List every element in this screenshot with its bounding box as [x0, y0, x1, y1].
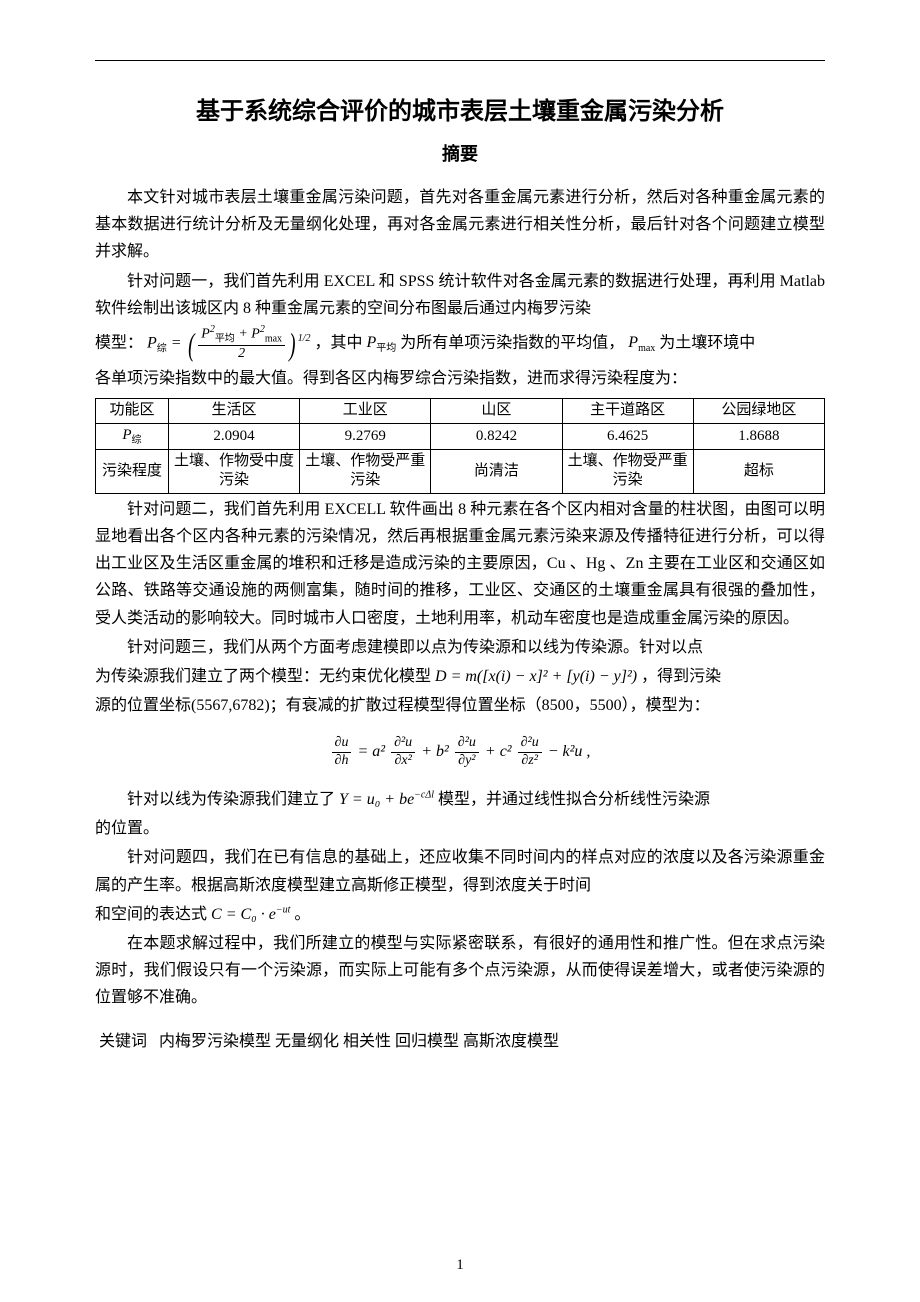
table-row: 污染程度 土壤、作物受中度污染 土壤、作物受严重污染 尚清洁 土壤、作物受严重污…: [96, 449, 825, 493]
table-header-cell: 公园绿地区: [693, 399, 824, 424]
table-cell: 2.0904: [168, 423, 299, 449]
p6b-post: 。: [294, 906, 310, 923]
abstract-p6-line1: 针对问题四，我们在已有信息的基础上，还应收集不同时间内的样点对应的浓度以及各污染…: [95, 844, 825, 898]
p2-mid: ，其中: [314, 334, 362, 351]
abstract-p7: 在本题求解过程中，我们所建立的模型与实际紧密联系，有很好的通用性和推广性。但在求…: [95, 930, 825, 1012]
abstract-p3: 针对问题二，我们首先利用 EXCELL 软件画出 8 种元素在各个区内相对含量的…: [95, 496, 825, 632]
table-cell: 1.8688: [693, 423, 824, 449]
table-cell: 污染程度: [96, 449, 169, 493]
table-cell: P综: [96, 423, 169, 449]
p5a-pre: 针对以线为传染源我们建立了: [127, 791, 335, 808]
abstract-p5-line1: 针对以线为传染源我们建立了 Y = u₀ + be−cΔl 模型，并通过线性拟合…: [95, 786, 825, 813]
y-model-formula: Y = u₀ + be−cΔl: [339, 791, 434, 808]
abstract-p2-line1: 针对问题一，我们首先利用 EXCEL 和 SPSS 统计软件对各金属元素的数据进…: [95, 268, 825, 322]
table-cell: 土壤、作物受严重污染: [562, 449, 693, 493]
table-header-cell: 工业区: [300, 399, 431, 424]
table-cell: 尚清洁: [431, 449, 562, 493]
p6b-pre: 和空间的表达式: [95, 906, 207, 923]
keywords-label: 关键词: [99, 1033, 147, 1050]
keywords-text: 内梅罗污染模型 无量纲化 相关性 回归模型 高斯浓度模型: [159, 1033, 559, 1050]
table-header-cell: 生活区: [168, 399, 299, 424]
p4b-post: ，得到污染: [641, 668, 721, 685]
header-rule: [95, 60, 825, 61]
table-cell: 超标: [693, 449, 824, 493]
abstract-p6-line2: 和空间的表达式 C = C₀ · e−ut 。: [95, 901, 825, 928]
d-model-formula: D = m([x(i) − x]² + [y(i) − y]²): [435, 668, 637, 685]
table-cell: 土壤、作物受中度污染: [168, 449, 299, 493]
p-max-symbol: Pmax: [628, 334, 655, 351]
table-header-cell: 山区: [431, 399, 562, 424]
table-header-cell: 主干道路区: [562, 399, 693, 424]
pollution-table: 功能区 生活区 工业区 山区 主干道路区 公园绿地区 P综 2.0904 9.2…: [95, 398, 825, 494]
abstract-p4-line1: 针对问题三，我们从两个方面考虑建模即以点为传染源和以线为传染源。针对以点: [95, 634, 825, 661]
table-cell: 6.4625: [562, 423, 693, 449]
abstract-p4-line3: 源的位置坐标(5567,6782)；有衰减的扩散过程模型得位置坐标（8500，5…: [95, 692, 825, 719]
p4b-pre: 为传染源我们建立了两个模型：无约束优化模型: [95, 668, 431, 685]
p5a-post: 模型，并通过线性拟合分析线性污染源: [438, 791, 710, 808]
nemero-formula: P综 = ( P2平均 + P2max 2 )1/2: [147, 324, 310, 363]
p2-pre: 模型：: [95, 334, 143, 351]
abstract-heading: 摘要: [95, 140, 825, 166]
table-cell: 0.8242: [431, 423, 562, 449]
abstract-p4-line2: 为传染源我们建立了两个模型：无约束优化模型 D = m([x(i) − x]² …: [95, 663, 825, 690]
p-avg-symbol: P平均: [367, 334, 397, 351]
pde-formula: ∂u∂h = a² ∂²u∂x² + b² ∂²u∂y² + c² ∂²u∂z²…: [95, 735, 825, 770]
page-container: 基于系统综合评价的城市表层土壤重金属污染分析 摘要 本文针对城市表层土壤重金属污…: [0, 0, 920, 1302]
abstract-p2-line3: 各单项污染指数中的最大值。得到各区内梅罗综合污染指数，进而求得污染程度为：: [95, 365, 825, 392]
table-header-row: 功能区 生活区 工业区 山区 主干道路区 公园绿地区: [96, 399, 825, 424]
p2-post1: 为所有单项污染指数的平均值，: [400, 334, 624, 351]
table-cell: 土壤、作物受严重污染: [300, 449, 431, 493]
table-header-cell: 功能区: [96, 399, 169, 424]
table-cell: 9.2769: [300, 423, 431, 449]
keywords-line: 关键词 内梅罗污染模型 无量纲化 相关性 回归模型 高斯浓度模型: [95, 1029, 825, 1055]
table-row: P综 2.0904 9.2769 0.8242 6.4625 1.8688: [96, 423, 825, 449]
document-title: 基于系统综合评价的城市表层土壤重金属污染分析: [95, 91, 825, 126]
p2-post2: 为土壤环境中: [659, 334, 755, 351]
c-model-formula: C = C₀ · e−ut: [211, 906, 290, 923]
abstract-p5-line2: 的位置。: [95, 815, 825, 842]
page-number: 1: [0, 1257, 920, 1274]
abstract-p1: 本文针对城市表层土壤重金属污染问题，首先对各重金属元素进行分析，然后对各种重金属…: [95, 184, 825, 266]
abstract-p2-formula-line: 模型： P综 = ( P2平均 + P2max 2 )1/2 ，其中 P平均 为…: [95, 324, 825, 363]
